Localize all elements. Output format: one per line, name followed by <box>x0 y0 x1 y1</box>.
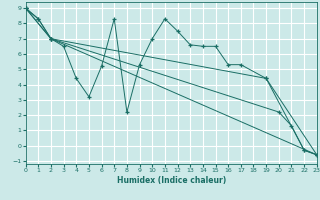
X-axis label: Humidex (Indice chaleur): Humidex (Indice chaleur) <box>116 176 226 185</box>
